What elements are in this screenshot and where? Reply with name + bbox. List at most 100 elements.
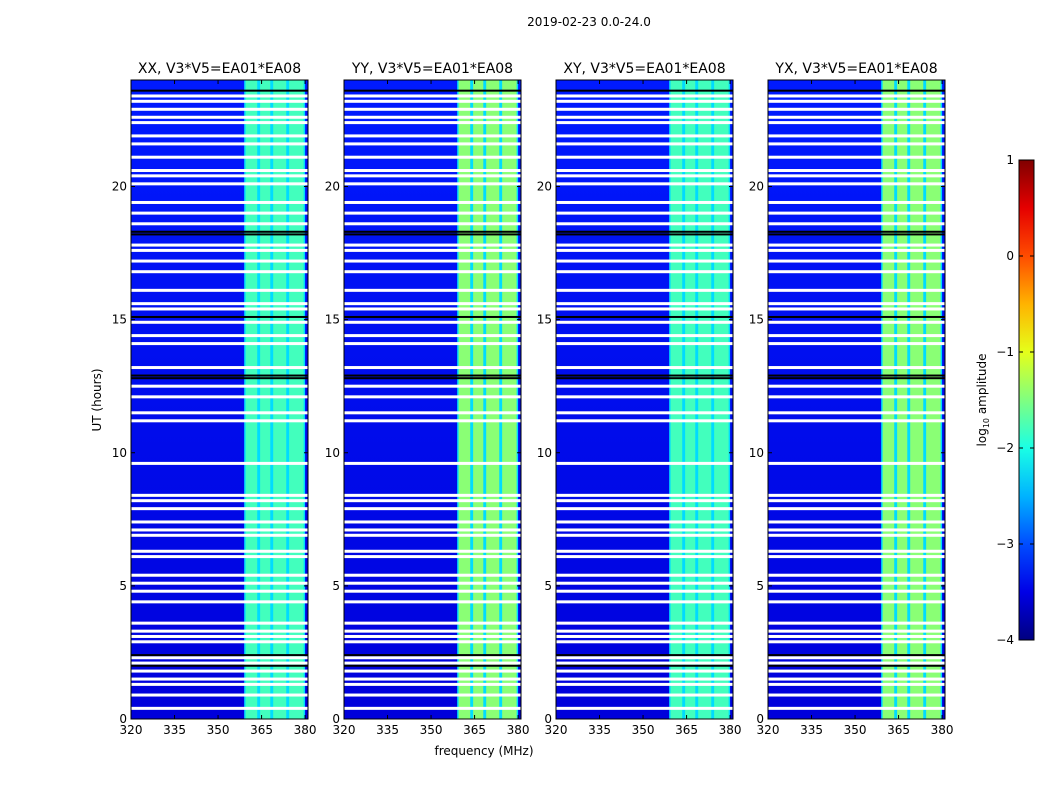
x-tick-label: 335 [163, 723, 186, 737]
colorbar-tick-label: 1 [1006, 153, 1014, 167]
flagged-row-black [768, 654, 945, 657]
flagged-row-white [768, 211, 945, 215]
flagged-row-white [131, 507, 308, 511]
rfi-channel [698, 80, 712, 719]
flagged-row-white [768, 222, 945, 226]
flagged-row-white [556, 706, 733, 710]
flagged-row-white [768, 581, 945, 585]
flagged-row-white [556, 621, 733, 625]
flagged-row-white [556, 682, 733, 686]
flagged-row-white [556, 155, 733, 159]
y-tick-label: 5 [332, 579, 340, 593]
flagged-row-white [556, 107, 733, 111]
flagged-row-white [768, 706, 945, 710]
flagged-row-black [131, 315, 308, 318]
flagged-row-white [131, 307, 308, 311]
x-tick-label: 335 [376, 723, 399, 737]
y-tick-label: 15 [749, 313, 764, 327]
flagged-row-white [556, 134, 733, 138]
flagged-row-white [131, 520, 308, 524]
rfi-channel [273, 80, 287, 719]
flagged-row-white [768, 656, 945, 660]
flagged-row-white [131, 99, 308, 103]
flagged-row-white [556, 99, 733, 103]
flagged-row-white [131, 320, 308, 324]
rfi-channel [260, 80, 271, 719]
flagged-row-white [556, 259, 733, 263]
x-tick-label: 320 [757, 723, 780, 737]
flagged-row-white [344, 499, 521, 503]
flagged-row-white [131, 334, 308, 338]
flagged-row-black [556, 374, 733, 377]
flagged-row-white [131, 366, 308, 370]
flagged-row-white [768, 94, 945, 98]
panel-title: XY, V3*V5=EA01*EA08 [563, 61, 725, 77]
rfi-channel [897, 80, 908, 719]
flagged-row-white [344, 682, 521, 686]
flagged-row-black [556, 654, 733, 657]
figure-title: 2019-02-23 0.0-24.0 [527, 15, 651, 29]
panel-xx: XX, V3*V5=EA01*EA08 320 335 350 365 380 0 5 10 15… [112, 61, 317, 737]
flagged-row-white [131, 706, 308, 710]
flagged-row-white [556, 142, 733, 146]
flagged-row-white [344, 533, 521, 537]
flagged-row-white [344, 395, 521, 399]
flagged-row-white [131, 693, 308, 697]
flagged-row-white [768, 461, 945, 465]
flagged-row-white [768, 142, 945, 146]
flagged-row-white [556, 211, 733, 215]
flagged-row-white [556, 656, 733, 660]
flagged-row-white [131, 656, 308, 660]
flagged-row-white [768, 600, 945, 604]
flagged-row-white [556, 182, 733, 186]
flagged-row-white [768, 533, 945, 537]
rfi-channel [486, 80, 500, 719]
x-tick-label: 335 [588, 723, 611, 737]
flagged-row-white [344, 366, 521, 370]
flagged-row-white [344, 600, 521, 604]
flagged-row-black [131, 377, 308, 380]
panel-yy: YY, V3*V5=EA01*EA08 320 335 350 365 380 0 5 10 15… [325, 61, 530, 737]
flagged-row-white [768, 248, 945, 252]
flagged-row-white [768, 621, 945, 625]
flagged-row-white [131, 555, 308, 559]
colorbar-label-suffix: amplitude [975, 354, 989, 418]
flagged-row-white [131, 182, 308, 186]
y-tick-label: 0 [332, 712, 340, 726]
flagged-row-white [131, 270, 308, 274]
y-tick-label: 10 [749, 446, 764, 460]
flagged-row-white [344, 94, 521, 98]
flagged-row-white [131, 134, 308, 138]
flagged-row-white [131, 94, 308, 98]
y-tick-label: 0 [756, 712, 764, 726]
flagged-row-white [768, 507, 945, 511]
panel-frame [555, 79, 734, 720]
panel-title: XX, V3*V5=EA01*EA08 [138, 61, 301, 77]
flagged-row-white [768, 200, 945, 204]
flagged-row-white [768, 270, 945, 274]
flagged-row-white [556, 121, 733, 125]
flagged-row-black [768, 233, 945, 236]
y-tick-label: 20 [112, 180, 127, 194]
flagged-row-black [131, 230, 308, 233]
flagged-row-white [344, 155, 521, 159]
flagged-row-white [556, 499, 733, 503]
flagged-row-white [768, 493, 945, 497]
flagged-row-black [556, 233, 733, 236]
rfi-channel [458, 80, 471, 719]
flagged-row-white [131, 121, 308, 125]
flagged-row-white [344, 549, 521, 553]
colorbar-label: log10 amplitude [975, 354, 991, 447]
y-tick-label: 10 [325, 446, 340, 460]
y-tick-label: 15 [112, 313, 127, 327]
flagged-row-white [556, 320, 733, 324]
flagged-row-white [344, 629, 521, 633]
flagged-row-white [344, 555, 521, 559]
flagged-row-white [556, 581, 733, 585]
flagged-row-black [556, 315, 733, 318]
flagged-row-white [768, 182, 945, 186]
flagged-row-white [768, 629, 945, 633]
flagged-row-white [768, 302, 945, 306]
flagged-row-white [768, 334, 945, 338]
flagged-row-white [344, 520, 521, 524]
